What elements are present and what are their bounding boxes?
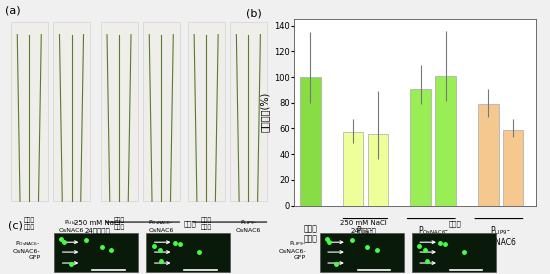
Text: P$_{\mathrm{OsNAC6}}$-
OsNAC6: P$_{\mathrm{OsNAC6}}$- OsNAC6 xyxy=(417,224,449,247)
FancyBboxPatch shape xyxy=(320,233,404,272)
Bar xyxy=(435,76,456,206)
Text: コント
ロール: コント ロール xyxy=(304,224,317,244)
Y-axis label: 穂子収量(%): 穂子収量(%) xyxy=(260,92,270,132)
Text: 250 mM NaCl
24時間処理: 250 mM NaCl 24時間処理 xyxy=(74,220,121,234)
Text: (b): (b) xyxy=(246,8,262,18)
Text: P$_{\mathrm{Ubi}}$-
OsNAC6: P$_{\mathrm{Ubi}}$- OsNAC6 xyxy=(350,224,381,247)
Bar xyxy=(300,77,321,206)
Text: P$_{\mathrm{LIP9}}$-
OsNAC6: P$_{\mathrm{LIP9}}$- OsNAC6 xyxy=(485,224,516,247)
FancyBboxPatch shape xyxy=(101,22,138,201)
Text: コント
ロール: コント ロール xyxy=(201,218,212,230)
Bar xyxy=(367,133,388,206)
Text: P$_{\mathrm{LIP9}}$-
OsNAC6: P$_{\mathrm{LIP9}}$- OsNAC6 xyxy=(236,218,261,233)
FancyBboxPatch shape xyxy=(54,233,138,272)
Bar xyxy=(343,132,364,206)
FancyBboxPatch shape xyxy=(412,233,496,272)
Text: 未処理: 未処理 xyxy=(183,220,196,227)
Text: コント
ロール: コント ロール xyxy=(24,218,35,230)
FancyBboxPatch shape xyxy=(11,22,48,201)
FancyBboxPatch shape xyxy=(146,233,230,272)
Text: (c): (c) xyxy=(8,220,23,230)
Text: P$_{\mathrm{Ubi}}$-
OsNAC6: P$_{\mathrm{Ubi}}$- OsNAC6 xyxy=(59,218,84,233)
Text: P$_{\mathrm{OsNAC6}}$-
OsNAC6-
GFP: P$_{\mathrm{OsNAC6}}$- OsNAC6- GFP xyxy=(13,239,41,259)
FancyBboxPatch shape xyxy=(143,22,180,201)
Bar xyxy=(410,89,431,206)
FancyBboxPatch shape xyxy=(188,22,224,201)
Text: コント
ロール: コント ロール xyxy=(113,218,125,230)
Text: (a): (a) xyxy=(6,5,21,15)
Text: P$_{\mathrm{OsNAC6}}$-
OsNAC6: P$_{\mathrm{OsNAC6}}$- OsNAC6 xyxy=(148,218,174,233)
Text: P$_{\mathrm{LIP9}}$-
OsNAC6-
GFP: P$_{\mathrm{LIP9}}$- OsNAC6- GFP xyxy=(278,239,306,259)
Text: 未処理: 未処理 xyxy=(449,220,461,227)
FancyBboxPatch shape xyxy=(53,22,90,201)
Bar xyxy=(478,104,498,206)
Bar xyxy=(503,130,524,206)
FancyBboxPatch shape xyxy=(230,22,267,201)
Text: 250 mM NaCl
24時間処理: 250 mM NaCl 24時間処理 xyxy=(340,220,387,234)
